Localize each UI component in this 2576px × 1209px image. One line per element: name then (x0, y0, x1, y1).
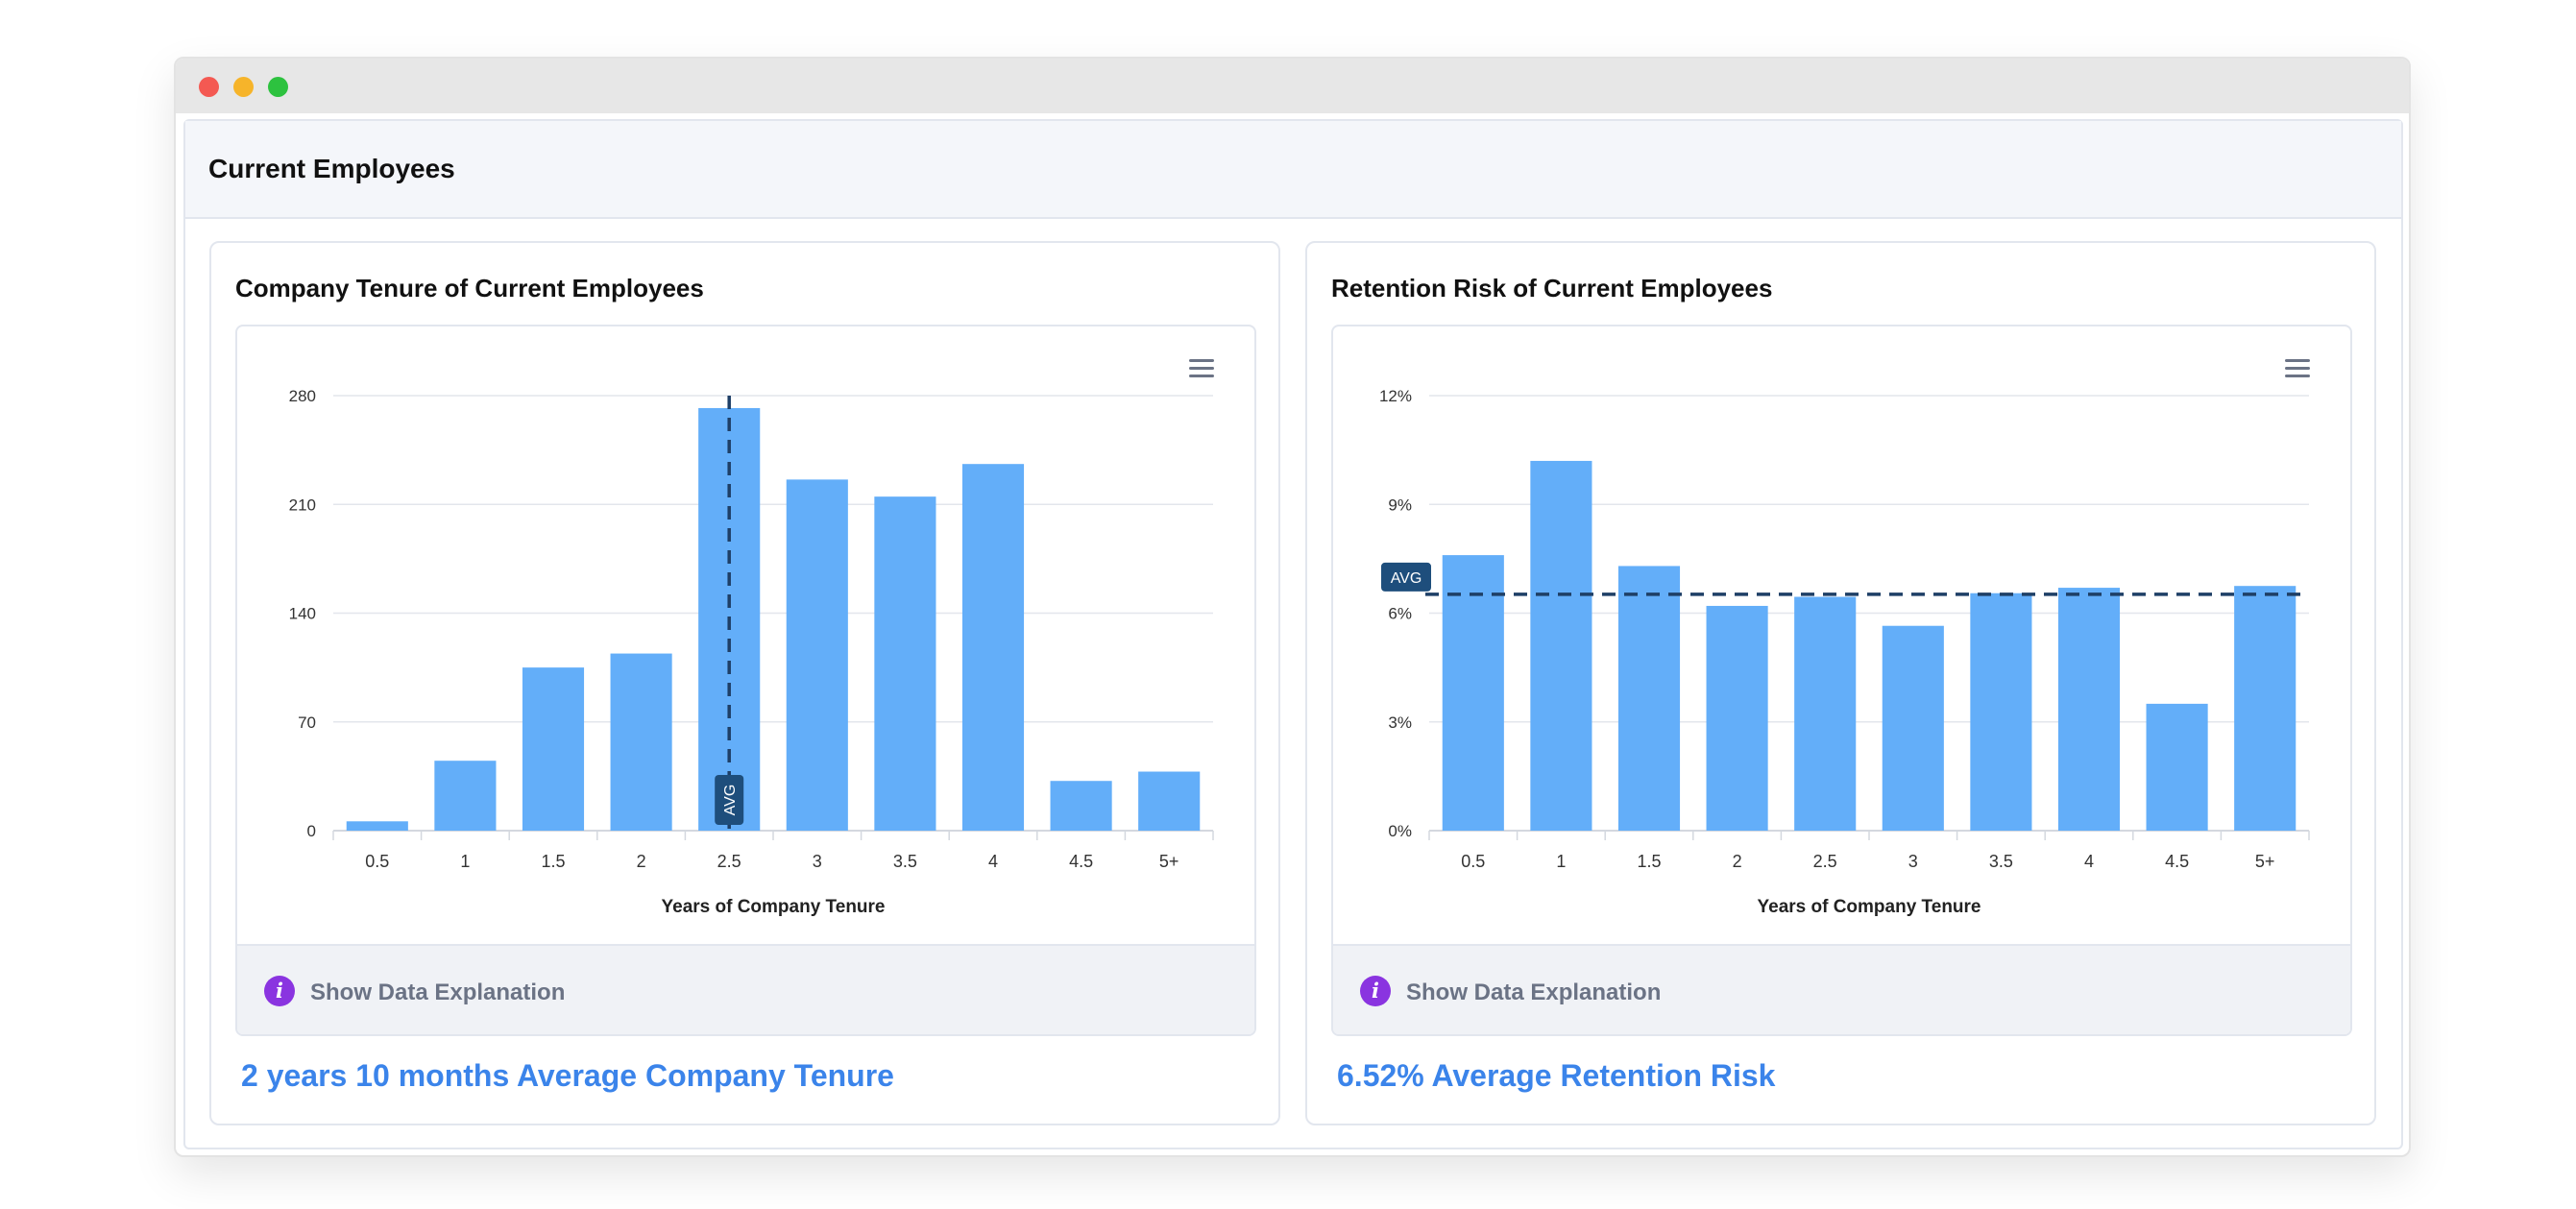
bar-3.5 (1970, 592, 2032, 831)
average-badge-label: AVG (1391, 570, 1422, 587)
bar-4.5 (1050, 781, 1112, 831)
x-tick-label: 5+ (2255, 852, 2275, 871)
y-tick-label: 0 (307, 822, 316, 840)
x-axis-title: Years of Company Tenure (1758, 897, 1981, 917)
maximize-window-button[interactable] (268, 77, 288, 97)
bar-1 (1530, 460, 1592, 831)
x-tick-label: 1.5 (1637, 852, 1661, 871)
x-tick-label: 3.5 (1989, 852, 2013, 871)
hamburger-menu-icon[interactable] (1189, 359, 1214, 378)
x-tick-label: 4.5 (2165, 852, 2189, 871)
hamburger-menu-icon[interactable] (2285, 359, 2310, 378)
bar-4 (2057, 588, 2121, 831)
x-tick-label: 4 (2084, 852, 2094, 871)
x-tick-label: 2 (637, 852, 646, 871)
bar-0.5 (1442, 555, 1504, 831)
minimize-window-button[interactable] (233, 77, 254, 97)
average-badge: AVG (1381, 562, 1431, 592)
x-tick-label: 3 (813, 852, 822, 871)
x-tick-label: 3.5 (893, 852, 917, 871)
average-retention-risk-summary: 6.52% Average Retention Risk (1337, 1058, 1776, 1093)
current-employees-panel: Current Employees Company Tenure of Curr… (183, 119, 2403, 1149)
show-data-explanation-label: Show Data Explanation (1406, 979, 1662, 1005)
x-tick-label: 4 (988, 852, 998, 871)
x-tick-label: 1 (1556, 852, 1566, 871)
average-badge-label: AVG (722, 785, 739, 816)
show-data-explanation-button[interactable]: i Show Data Explanation (1333, 944, 2350, 1034)
average-badge-bg (1381, 562, 1431, 592)
bar-0.5 (346, 821, 408, 831)
retention-risk-card: Retention Risk of Current Employees 0% 3%… (1305, 241, 2376, 1125)
tenure-chart: 0 70 140 210 280 0.5 1 1.5 2 2.5 3 3.5 4 4.5 5+ Years o… (289, 387, 1214, 917)
y-tick-label: 210 (289, 496, 316, 514)
x-tick-label: 3 (1908, 852, 1918, 871)
bar-2 (610, 653, 672, 831)
y-tick-label: 280 (289, 387, 316, 405)
y-tick-label: 12% (1379, 387, 1412, 405)
y-tick-label: 9% (1388, 496, 1412, 514)
info-icon: i (264, 976, 295, 1006)
window-titlebar (176, 59, 2409, 113)
bar-3.5 (874, 496, 936, 831)
bar-2 (1706, 605, 1768, 831)
panel-title: Current Employees (208, 154, 455, 183)
app-window: Current Employees Company Tenure of Curr… (174, 57, 2411, 1157)
x-axis-title: Years of Company Tenure (662, 897, 886, 917)
x-tick-label: 2 (1733, 852, 1742, 871)
y-tick-label: 6% (1388, 605, 1412, 623)
bar-4.5 (2146, 703, 2208, 831)
x-tick-label: 0.5 (365, 852, 389, 871)
retention-risk-chart: 0% 3% 6% 9% 12% 0.5 1 1.5 2 2.5 3 3.5 4 4.5 5+ Years of… (1379, 387, 2310, 917)
x-tick-label: 1 (460, 852, 470, 871)
x-tick-label: 0.5 (1461, 852, 1485, 871)
average-badge-bg (715, 775, 744, 825)
x-tick-label: 2.5 (717, 852, 741, 871)
show-data-explanation-label: Show Data Explanation (310, 979, 566, 1005)
bar-1 (434, 761, 497, 831)
bar-3 (1882, 625, 1944, 831)
panel-header: Current Employees (185, 121, 2401, 219)
x-tick-label: 5+ (1159, 852, 1179, 871)
tenure-chart-container: 0 70 140 210 280 0.5 1 1.5 2 2.5 3 3.5 4 4.5 5+ Years o… (235, 325, 1256, 1036)
y-tick-label: 70 (298, 713, 316, 732)
x-tick-label: 4.5 (1069, 852, 1093, 871)
bar-1.5 (1617, 566, 1681, 831)
bar-5+ (1138, 771, 1201, 831)
average-tenure-summary: 2 years 10 months Average Company Tenure (241, 1058, 894, 1093)
bar-4 (961, 464, 1025, 831)
card-title: Company Tenure of Current Employees (235, 274, 704, 302)
x-tick-label: 2.5 (1813, 852, 1837, 871)
card-title: Retention Risk of Current Employees (1331, 274, 1773, 302)
bar-2.5 (1794, 596, 1857, 831)
x-tick-label: 1.5 (541, 852, 565, 871)
tenure-card: Company Tenure of Current Employees 0 70 1… (209, 241, 1280, 1125)
y-tick-label: 0% (1388, 822, 1412, 840)
bar-5+ (2234, 586, 2297, 831)
y-tick-label: 3% (1388, 713, 1412, 732)
bar-1.5 (522, 667, 585, 831)
bar-3 (786, 479, 848, 831)
retention-chart-container: 0% 3% 6% 9% 12% 0.5 1 1.5 2 2.5 3 3.5 4 4.5 5+ Years of… (1331, 325, 2352, 1036)
info-icon: i (1360, 976, 1391, 1006)
y-tick-label: 140 (289, 605, 316, 623)
show-data-explanation-button[interactable]: i Show Data Explanation (237, 944, 1254, 1034)
average-badge: AVG (715, 775, 744, 825)
close-window-button[interactable] (199, 77, 219, 97)
